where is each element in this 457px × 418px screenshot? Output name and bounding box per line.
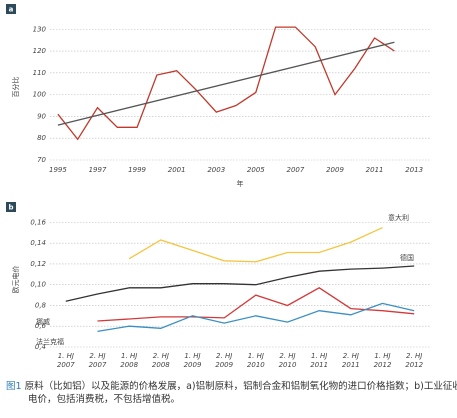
y-tick-label: 0,14 xyxy=(30,239,46,247)
line-series xyxy=(57,41,395,126)
x-tick-label: 2. HJ xyxy=(279,352,295,360)
figure: 1995 1997 1999 2001 2003 2005 2007 2009 2011 2013… xyxy=(6,4,430,369)
x-tick-label: 1. HJ xyxy=(311,352,327,360)
x-tick-label: 2009 xyxy=(215,361,233,369)
x-tick-label: 2003 xyxy=(207,166,225,174)
caption: 图1 原料（比如铝）以及能源的价格发展，a)铝制原料，铝制合金和铝制氧化物的进口… xyxy=(6,380,457,406)
x-tick-label: 1. HJ xyxy=(374,352,390,360)
panel-label: b xyxy=(8,204,13,212)
y-tick-label: 100 xyxy=(33,91,47,99)
y-axis-label: 欧元电价 xyxy=(11,266,20,294)
x-tick-label: 2008 xyxy=(120,361,138,369)
x-tick-label: 1. HJ xyxy=(184,352,200,360)
x-tick-label: 2011 xyxy=(366,166,384,174)
y-tick-label: 80 xyxy=(37,134,46,142)
x-tick-label: 2012 xyxy=(405,361,423,369)
x-tick-label: 2010 xyxy=(247,361,265,369)
y-tick-label: 0,16 xyxy=(30,218,46,226)
panel-label-box xyxy=(6,4,16,14)
panel-label-box xyxy=(6,202,16,212)
y-tick-label: 130 xyxy=(33,25,47,33)
x-tick-label: 2009 xyxy=(326,166,344,174)
x-tick-label: 2. HJ xyxy=(343,352,359,360)
y-tick-label: 0,12 xyxy=(30,260,46,268)
line-series xyxy=(57,26,395,141)
x-tick-label: 1999 xyxy=(128,166,146,174)
x-tick-label: 2. HJ xyxy=(406,352,422,360)
line-series xyxy=(128,227,383,263)
series-label: 法兰克福 xyxy=(36,337,64,346)
x-tick-label: 1995 xyxy=(49,166,67,174)
line-series xyxy=(97,302,415,333)
y-tick-label: 0,10 xyxy=(30,281,46,289)
y-tick-label: 90 xyxy=(37,112,46,120)
y-tick-label: 120 xyxy=(33,47,47,55)
panel-label: a xyxy=(9,6,14,14)
x-tick-label: 2011 xyxy=(310,361,328,369)
series-label: 挪威 xyxy=(36,317,50,326)
x-tick-label: 1997 xyxy=(89,166,107,174)
x-tick-label: 2. HJ xyxy=(216,352,232,360)
series-label: 德国 xyxy=(400,253,414,262)
y-tick-label: 0,4 xyxy=(35,343,46,351)
line-series xyxy=(97,287,415,322)
line-series xyxy=(65,265,415,302)
x-tick-label: 2008 xyxy=(152,361,170,369)
y-tick-label: 110 xyxy=(33,69,47,77)
x-tick-label: 2007 xyxy=(57,361,75,369)
caption-text: 原料（比如铝）以及能源的价格发展，a)铝制原料，铝制合金和铝制氧化物的进口价格指… xyxy=(24,381,457,405)
x-tick-label: 1. HJ xyxy=(121,352,137,360)
x-tick-label: 2011 xyxy=(342,361,360,369)
x-tick-label: 2001 xyxy=(168,166,186,174)
x-tick-label: 1. HJ xyxy=(58,352,74,360)
x-axis-label: 年 xyxy=(237,179,244,188)
x-tick-label: 2013 xyxy=(405,166,423,174)
y-tick-label: 0,8 xyxy=(35,301,47,309)
y-tick-label: 0,6 xyxy=(35,322,47,330)
x-tick-label: 2007 xyxy=(89,361,107,369)
caption-label: 图1 xyxy=(6,381,22,392)
x-tick-label: 2. HJ xyxy=(89,352,105,360)
x-tick-label: 1. HJ xyxy=(248,352,264,360)
y-tick-label: 70 xyxy=(37,156,46,164)
x-tick-label: 2007 xyxy=(287,166,305,174)
y-axis-label: 百分比 xyxy=(11,77,20,98)
x-tick-label: 2005 xyxy=(247,166,265,174)
x-tick-label: 2012 xyxy=(374,361,392,369)
series-label: 意大利 xyxy=(388,213,409,222)
x-tick-label: 2009 xyxy=(184,361,202,369)
x-tick-label: 2. HJ xyxy=(153,352,169,360)
x-tick-label: 2010 xyxy=(279,361,297,369)
